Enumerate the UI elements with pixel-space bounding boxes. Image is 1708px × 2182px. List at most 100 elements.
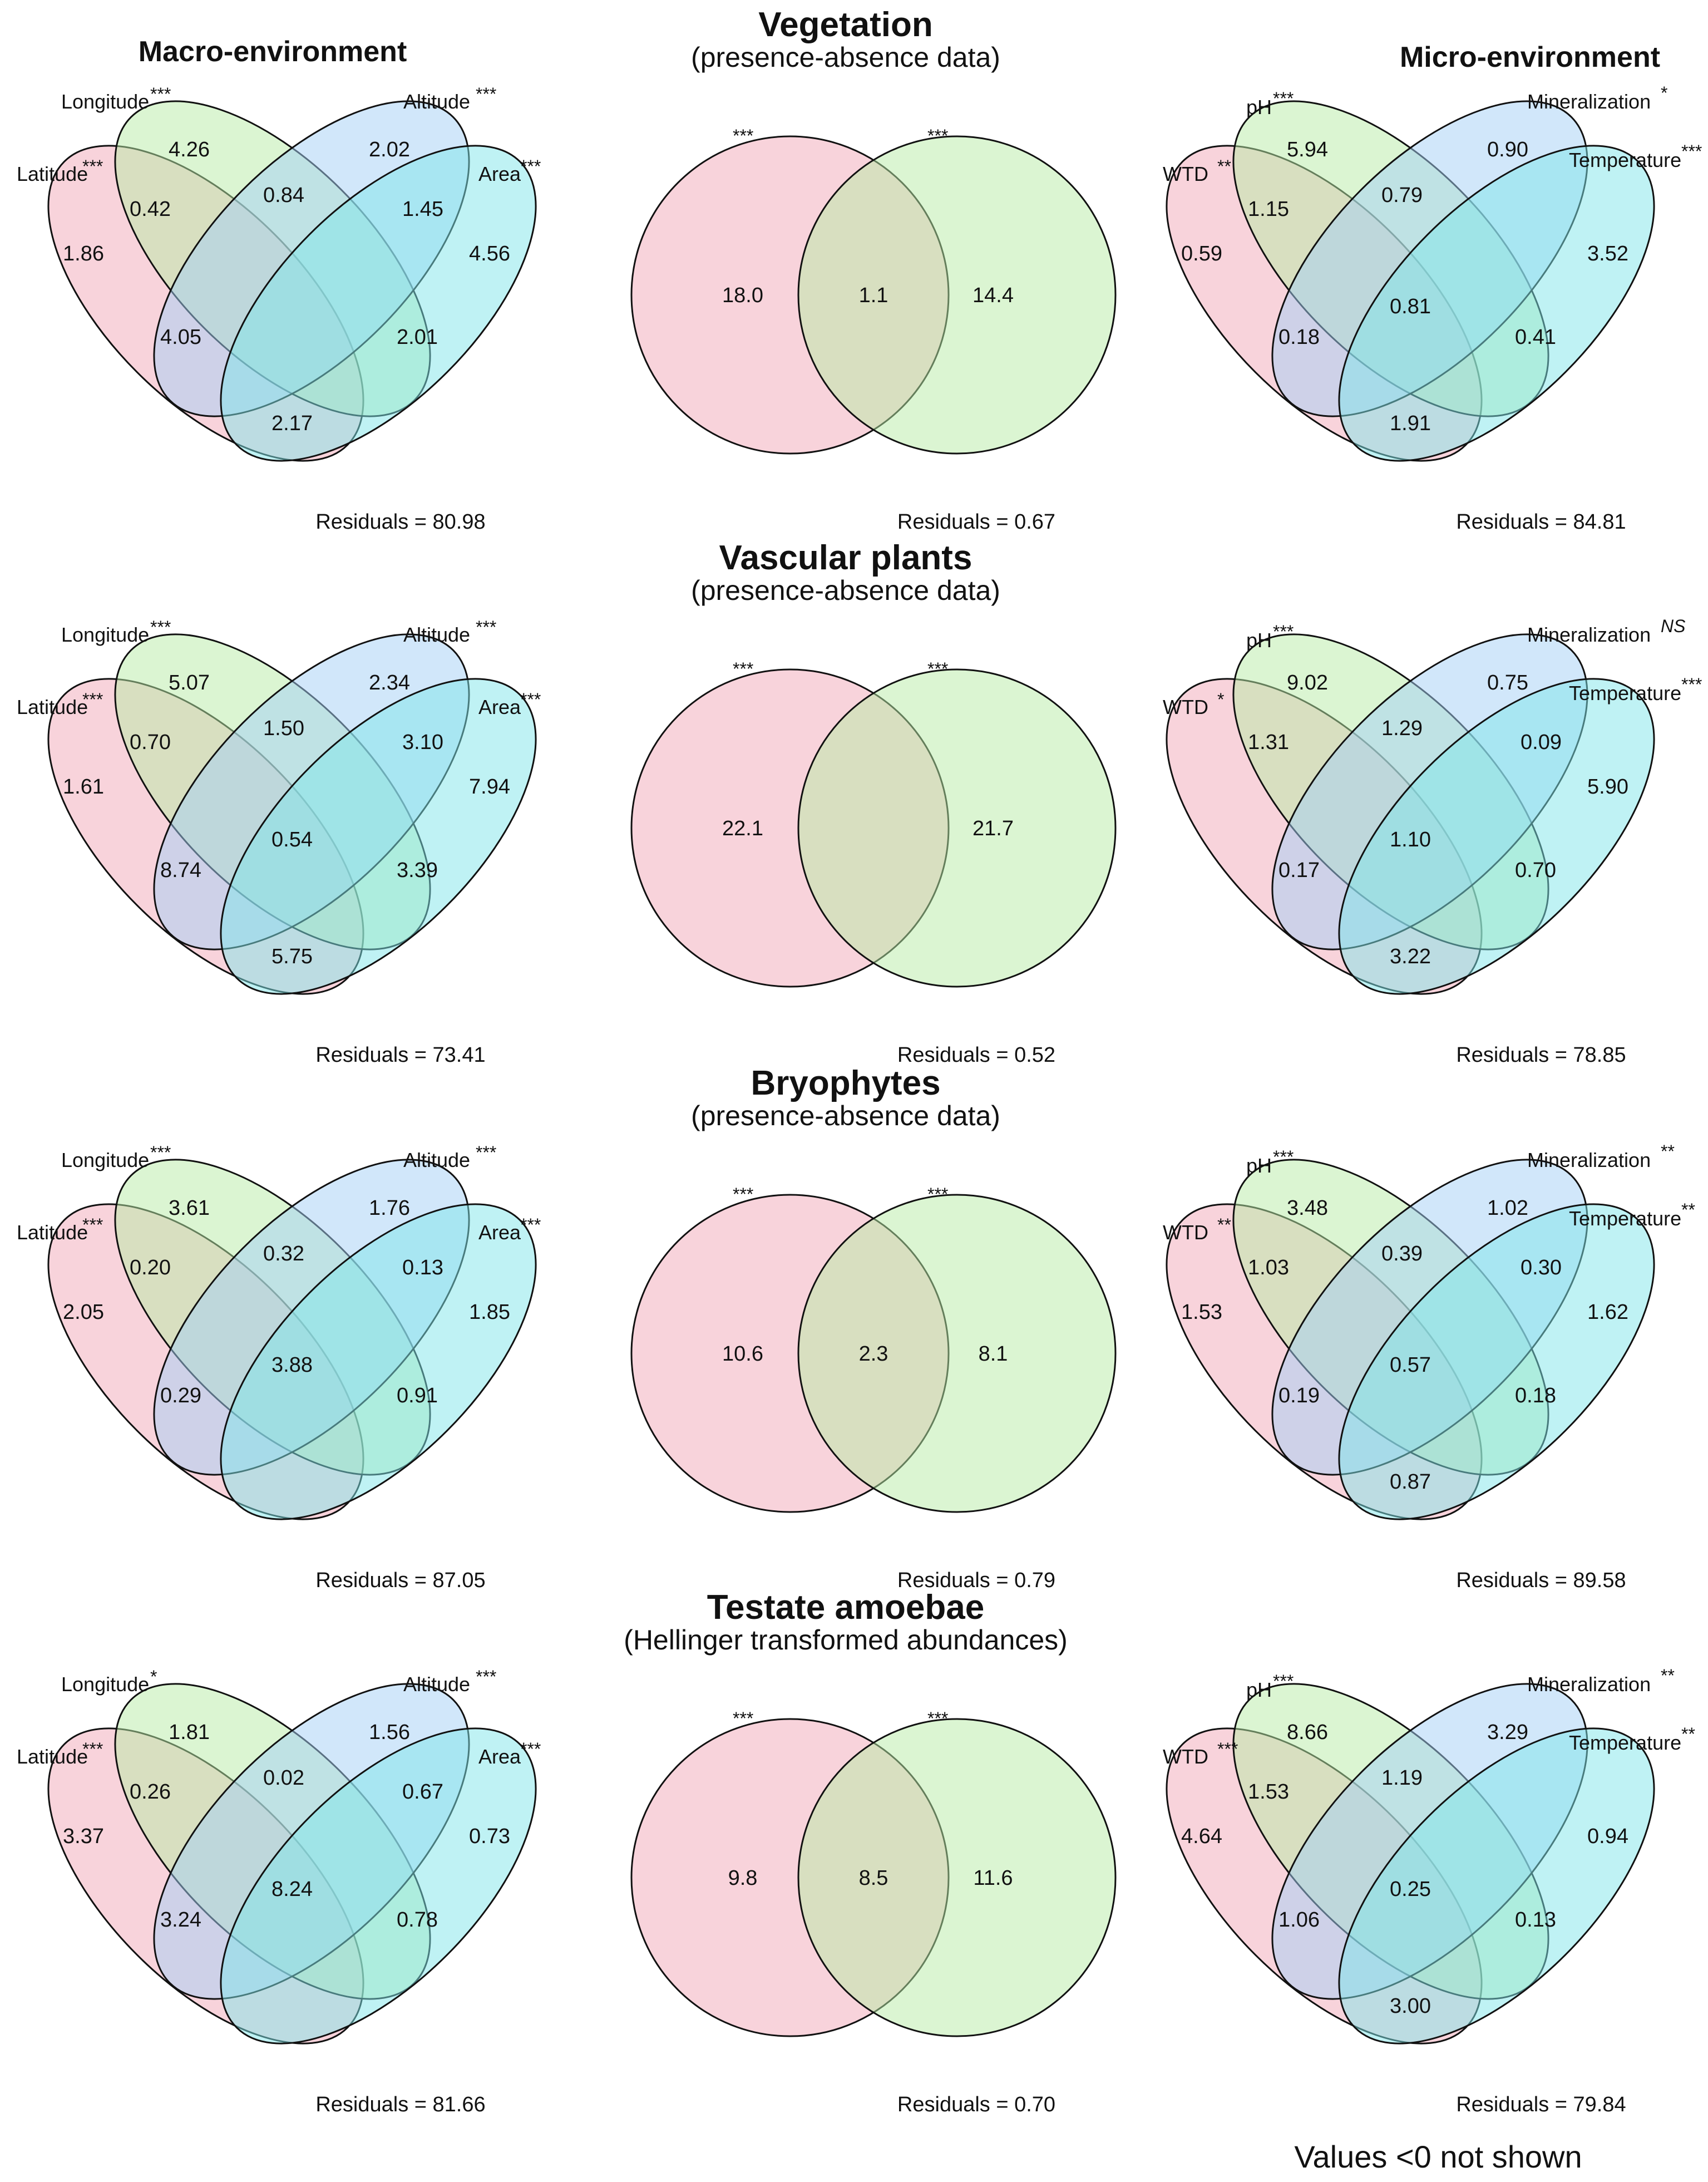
macro-label-altitude: Altitude <box>403 1673 470 1696</box>
macro-environment-header: Macro-environment <box>139 36 407 68</box>
micro-value-temp: 5.90 <box>1587 775 1628 799</box>
pair-value-left: 10.6 <box>722 1342 763 1366</box>
pair-residuals: Residuals = 0.70 <box>897 2093 1055 2116</box>
micro-residuals: Residuals = 79.84 <box>1456 2093 1626 2116</box>
row-4: Testate amoebae(Hellinger transformed ab… <box>17 1588 1695 2116</box>
micro-label-wtd: WTD <box>1163 162 1208 185</box>
micro-sig-temperature: ** <box>1681 1200 1695 1220</box>
micro-value-ph-temp: 0.13 <box>1515 1908 1556 1932</box>
pair-value-right: 11.6 <box>973 1866 1013 1890</box>
macro-value-lat-area: 5.75 <box>271 945 313 968</box>
micro-value-min-temp: 0.09 <box>1521 731 1562 754</box>
macro-value-alt-area: 3.10 <box>402 731 443 754</box>
micro-sig-temperature: ** <box>1681 1724 1695 1744</box>
macro-value-lat: 1.61 <box>63 775 104 799</box>
macro-ellipse-4 <box>220 1727 537 2045</box>
row-2: Vascular plants(presence-absence data) 1.… <box>17 539 1702 1067</box>
micro-value-ph-min: 1.19 <box>1381 1766 1423 1790</box>
pair-circle-micro <box>797 668 1117 988</box>
macro-sig-longitude: * <box>150 1667 157 1687</box>
macro-sig-latitude: *** <box>82 689 103 710</box>
micro-label-ph: pH <box>1246 629 1272 652</box>
macro-sig-altitude: *** <box>476 84 496 104</box>
micro-value-temp: 1.62 <box>1587 1301 1628 1324</box>
group-title: Vegetation <box>758 6 933 44</box>
micro-sig-temperature: *** <box>1681 674 1702 695</box>
pair-circle-micro <box>797 1194 1117 1513</box>
pair-sig-left: *** <box>733 1184 753 1204</box>
micro-value-wtd-temp: 3.22 <box>1390 945 1431 968</box>
macro-value-lon-alt: 0.84 <box>263 184 304 207</box>
micro-value-ph-temp: 0.18 <box>1515 1384 1556 1407</box>
micro-label-ph: pH <box>1246 96 1272 119</box>
micro-sig-ph: *** <box>1273 622 1294 642</box>
micro-label-temperature: Temperature <box>1569 149 1681 171</box>
micro-value-temp: 0.94 <box>1587 1825 1628 1848</box>
macro-ellipses <box>47 1683 537 2045</box>
macro-ellipse-4 <box>220 1203 537 1520</box>
micro-value-center: 0.25 <box>1390 1878 1431 1901</box>
macro-sig-area: *** <box>520 156 541 176</box>
group-subtitle: (presence-absence data) <box>691 575 1000 606</box>
pair-circle-micro <box>797 135 1117 455</box>
pair-residuals: Residuals = 0.79 <box>897 1569 1055 1592</box>
pair-value-overlap: 2.3 <box>859 1342 888 1366</box>
micro-value-ph: 5.94 <box>1287 138 1328 161</box>
micro-sig-wtd: * <box>1217 689 1224 710</box>
micro-ellipse-4 <box>1338 678 1655 995</box>
pair-sig-right: *** <box>927 1184 948 1204</box>
values-footnote: Values <0 not shown <box>1294 2139 1582 2174</box>
micro-sig-wtd: ** <box>1217 1215 1231 1235</box>
macro-sig-altitude: *** <box>476 1667 496 1687</box>
macro-venn: 1.61 5.07 2.34 7.94 0.70 1.50 3.10 8.74 3.39 5.75… <box>17 617 541 1067</box>
micro-residuals: Residuals = 78.85 <box>1456 1043 1626 1067</box>
pair-venn: *** *** 22.1 21.7 Residuals = 0.52 <box>630 659 1117 1067</box>
pair-residuals: Residuals = 0.52 <box>897 1043 1055 1067</box>
group-subtitle: (presence-absence data) <box>691 42 1000 73</box>
macro-sig-longitude: *** <box>150 617 171 637</box>
pair-sig-right: *** <box>927 659 948 679</box>
pair-value-overlap: 8.5 <box>859 1866 888 1890</box>
pair-venn: *** *** 18.0 1.1 14.4 Residuals = 0.67 <box>630 126 1117 534</box>
micro-value-wtd-ph: 1.03 <box>1248 1256 1289 1279</box>
macro-value-lat-lon: 0.70 <box>130 731 171 754</box>
macro-label-longitude: Longitude <box>61 90 149 113</box>
micro-label-ph: pH <box>1246 1678 1272 1701</box>
macro-value-lat-lon: 0.20 <box>130 1256 171 1279</box>
macro-value-alt: 1.56 <box>369 1721 410 1744</box>
macro-label-latitude: Latitude <box>17 1221 88 1244</box>
macro-label-latitude: Latitude <box>17 162 88 185</box>
micro-value-min: 0.90 <box>1487 138 1528 161</box>
group-title: Bryophytes <box>751 1064 940 1102</box>
micro-sig-temperature: *** <box>1681 141 1702 161</box>
macro-residuals: Residuals = 87.05 <box>315 1569 485 1592</box>
pair-value-overlap: 1.1 <box>859 284 888 307</box>
micro-value-center: 0.57 <box>1390 1353 1431 1377</box>
pair-venn: *** *** 10.6 2.3 8.1 Residuals = 0.79 <box>630 1184 1117 1592</box>
macro-value-area: 1.85 <box>469 1301 510 1324</box>
micro-sig-wtd: ** <box>1217 156 1231 176</box>
macro-sig-latitude: *** <box>82 1739 103 1759</box>
group-subtitle: (presence-absence data) <box>691 1100 1000 1131</box>
micro-value-ph: 9.02 <box>1287 671 1328 695</box>
micro-value-min-temp: 0.30 <box>1521 1256 1562 1279</box>
micro-ellipse-4 <box>1338 145 1655 462</box>
macro-ellipse-4 <box>220 678 537 995</box>
micro-value-wtd: 4.64 <box>1181 1825 1222 1848</box>
pair-sig-left: *** <box>733 1708 753 1728</box>
pair-venn: *** *** 9.8 8.5 11.6 Residuals = 0.70 <box>630 1708 1117 2116</box>
macro-value-lat-lon: 0.42 <box>130 198 171 221</box>
macro-value-alt-area: 1.45 <box>402 198 443 221</box>
pair-value-left: 22.1 <box>722 817 763 840</box>
macro-residuals: Residuals = 73.41 <box>315 1043 485 1067</box>
micro-label-mineralization: Mineralization <box>1527 623 1651 646</box>
macro-sig-area: *** <box>520 1739 541 1759</box>
macro-value-alt-area: 0.13 <box>402 1256 443 1279</box>
macro-value-lon: 5.07 <box>169 671 210 695</box>
macro-value-lat-alt: 3.24 <box>160 1908 201 1932</box>
macro-value-lat: 2.05 <box>63 1301 104 1324</box>
macro-label-altitude: Altitude <box>403 1149 470 1171</box>
macro-value-lon: 3.61 <box>169 1196 210 1220</box>
micro-value-min: 1.02 <box>1487 1196 1528 1220</box>
macro-value-center: 3.88 <box>271 1353 313 1377</box>
